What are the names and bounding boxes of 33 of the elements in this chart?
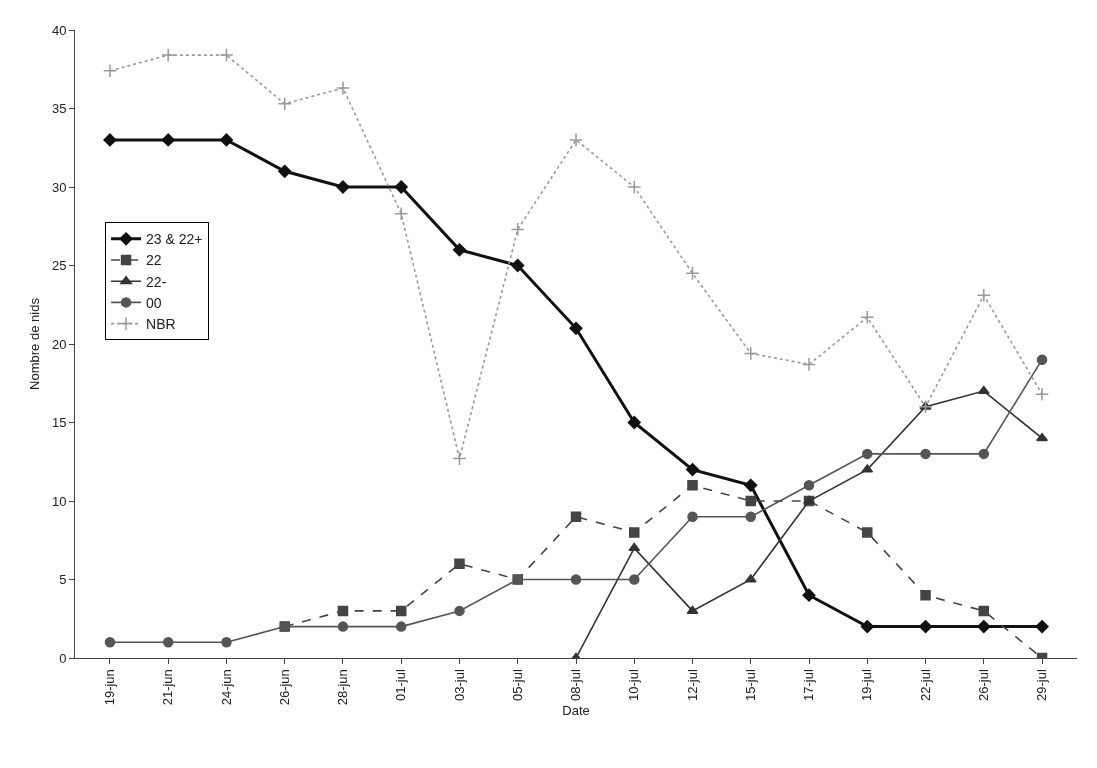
x-tick-label: 12-jul [684,669,700,701]
x-tick-label: 03-jul [451,669,467,701]
legend-label: 00 [146,294,162,311]
x-tick-label: 29-jul [1034,669,1050,701]
y-axis-title: Nombre de nids [27,297,42,390]
x-tick-label: 01-jul [393,669,409,701]
legend-label: NBR [146,316,176,333]
y-tick-label: 20 [51,336,67,352]
y-tick-label: 30 [51,179,67,195]
x-tick-label: 05-jul [509,669,525,701]
x-tick-label: 22-jul [917,669,933,701]
y-tick-label: 0 [59,650,67,666]
x-tick-label: 24-jun [218,669,234,706]
x-tick-label: 19-jun [102,669,118,706]
y-tick-label: 25 [51,258,67,274]
x-tick-label: 08-jul [568,669,584,701]
legend-label: 22- [146,273,167,290]
x-tick-label: 26-jul [976,669,992,701]
legend-label: 23 & 22+ [146,231,203,248]
y-tick-label: 15 [51,415,67,431]
y-tick-label: 40 [51,22,67,38]
x-tick-label: 15-jul [742,669,758,701]
x-axis-title: Date [562,703,590,718]
y-tick-label: 10 [51,493,67,509]
x-tick-label: 28-jun [335,669,351,706]
y-tick-label: 35 [51,101,67,117]
x-tick-label: 17-jul [801,669,817,701]
legend-label: 22 [146,252,162,269]
x-tick-label: 21-jun [160,669,176,706]
x-tick-label: 10-jul [626,669,642,701]
x-tick-label: 26-jun [276,669,292,706]
y-tick-label: 5 [59,572,67,588]
x-tick-label: 19-jul [859,669,875,701]
